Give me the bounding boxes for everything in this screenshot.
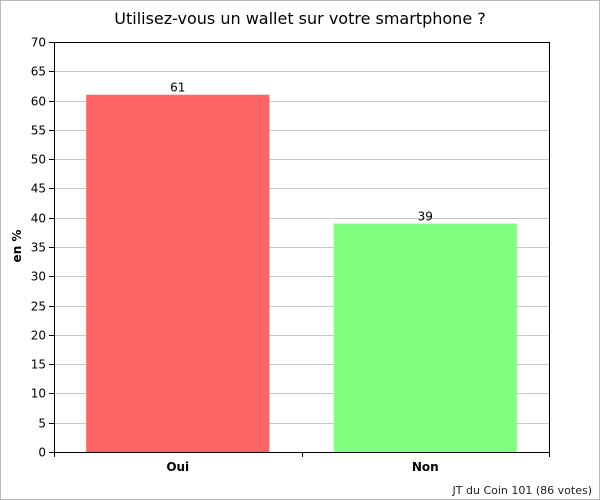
chart-title: Utilisez-vous un wallet sur votre smartp…: [114, 9, 485, 28]
x-tick-label: Oui: [166, 460, 189, 474]
y-tick-label: 0: [38, 446, 46, 460]
y-tick-label: 50: [31, 153, 46, 167]
y-tick-label: 10: [31, 387, 46, 401]
y-tick-label: 35: [31, 241, 46, 255]
data-label: 39: [418, 210, 433, 224]
y-tick-label: 70: [31, 36, 46, 50]
bar-non: [333, 223, 517, 452]
data-label: 61: [170, 81, 185, 95]
y-tick-label: 30: [31, 270, 46, 284]
y-tick-label: 20: [31, 329, 46, 343]
y-tick-label: 25: [31, 300, 46, 314]
y-tick-label: 15: [31, 358, 46, 372]
y-tick-label: 60: [31, 95, 46, 109]
y-tick-label: 40: [31, 212, 46, 226]
bars: [86, 94, 517, 452]
labels: 0 5 10 15 20 25 30 35 40 45 50 55 60 65 70 61 Oui 39 Non: [31, 36, 439, 475]
y-axis-label: en %: [10, 230, 24, 263]
plot-border: [54, 42, 550, 453]
y-tick-label: 65: [31, 65, 46, 79]
y-tick-label: 45: [31, 182, 46, 196]
x-tick-label: Non: [412, 460, 439, 474]
y-tick-label: 55: [31, 124, 46, 138]
axes: [49, 42, 550, 457]
y-tick-label: 5: [38, 417, 46, 431]
bar-oui: [86, 94, 270, 452]
source-credit: JT du Coin 101 (86 votes): [452, 484, 592, 497]
